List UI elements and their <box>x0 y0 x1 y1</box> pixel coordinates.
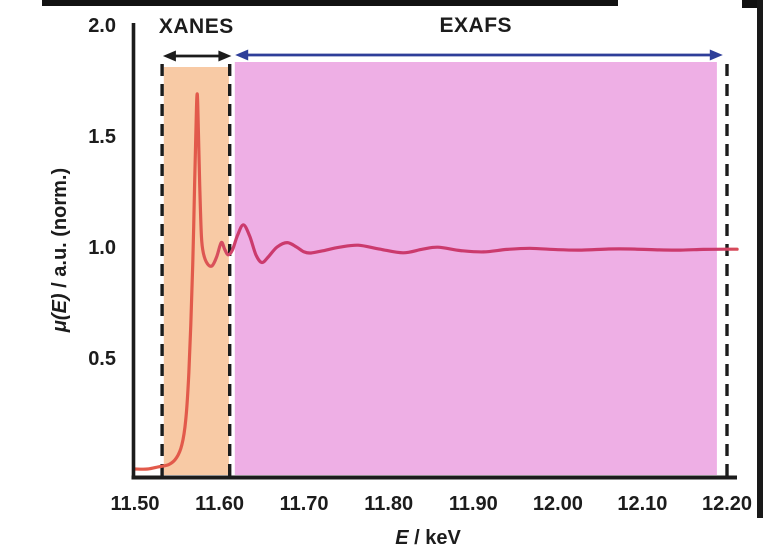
exafs-range-arrow-left-head <box>235 49 249 61</box>
xanes-region-label: XANES <box>159 15 234 38</box>
x-tick-label-4: 11.90 <box>449 493 498 515</box>
y-tick-label-0: 2.0 <box>88 15 116 37</box>
xanes-range-arrow-left-head <box>162 50 176 62</box>
y-axis-title-symbol: μ(E) <box>49 293 71 333</box>
y-axis-title: μ(E) / a.u. (norm.) <box>49 168 71 333</box>
x-axis-title-symbol: E <box>395 527 409 549</box>
x-axis-title-units: / keV <box>409 527 462 549</box>
top-border-bar-right <box>742 0 763 8</box>
x-tick-label-6: 12.10 <box>617 493 667 515</box>
y-tick-labels: 2.0 1.5 1.0 0.5 <box>88 15 116 370</box>
x-tick-label-5: 12.00 <box>533 493 583 515</box>
x-tick-label-2: 11.70 <box>280 493 329 515</box>
right-border-line <box>757 0 763 518</box>
y-tick-label-2: 1.0 <box>88 237 116 259</box>
x-tick-label-0: 11.50 <box>111 493 160 515</box>
region-boundaries <box>160 64 729 477</box>
exafs-range-arrow-right-head <box>709 49 723 61</box>
exafs-region-label: EXAFS <box>440 14 513 37</box>
y-tick-label-3: 0.5 <box>88 348 116 370</box>
xanes-range-arrow-right-head <box>218 50 232 62</box>
x-tick-label-7: 12.20 <box>702 493 752 515</box>
y-tick-label-1: 1.5 <box>88 126 116 148</box>
shaded-regions <box>163 62 717 475</box>
x-tick-labels: 11.50 11.60 11.70 11.80 11.90 12.00 12.1… <box>111 493 753 515</box>
x-axis-title: E / keV <box>395 527 461 549</box>
x-tick-label-3: 11.80 <box>364 493 413 515</box>
absorption-spectrum-curve <box>133 92 739 471</box>
range-arrows <box>162 49 723 62</box>
top-border-bar-left <box>42 0 618 6</box>
exafs-region-fill <box>234 62 717 475</box>
y-axis-title-units: / a.u. (norm.) <box>49 168 71 294</box>
x-tick-label-1: 11.60 <box>195 493 244 515</box>
